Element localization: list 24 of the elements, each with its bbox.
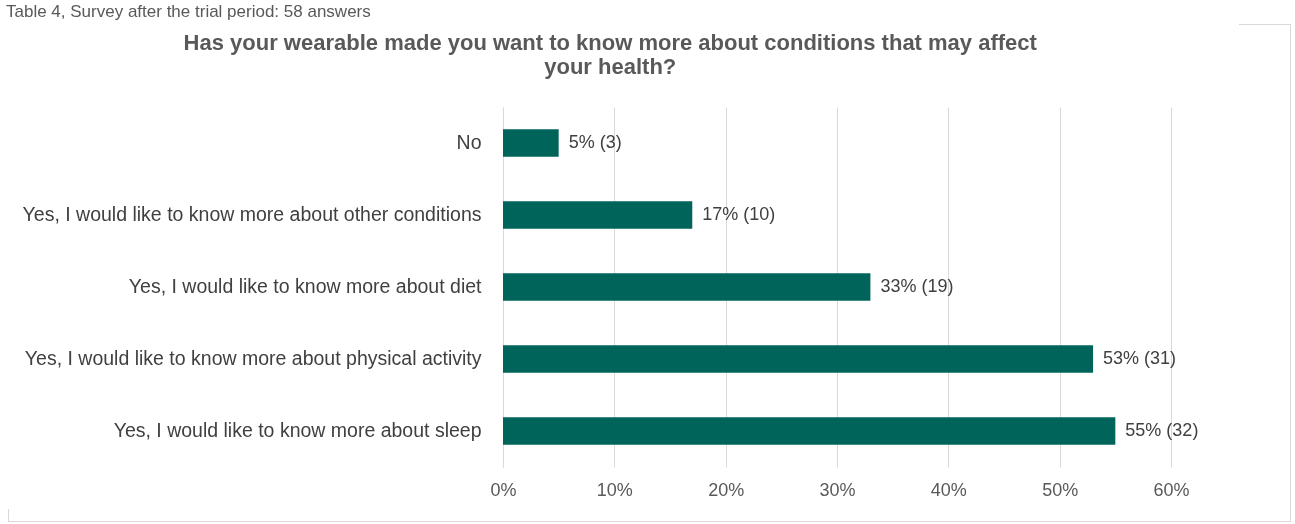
x-tick-label: 30%: [819, 479, 856, 500]
chart-title: Has your wearable made you want to know more about conditions that may affect your health?: [183, 30, 1038, 79]
data-label: 53% (31): [1103, 348, 1177, 368]
y-tick-label: No: [456, 131, 482, 153]
bar: [503, 201, 693, 229]
x-tick-label: 50%: [1042, 479, 1079, 500]
bar: [503, 129, 559, 157]
y-tick-label: Yes, I would like to know more about physical activity: [24, 347, 482, 369]
bar: [503, 345, 1094, 373]
x-tick-label: 20%: [708, 479, 745, 500]
data-label: 5% (3): [568, 132, 622, 152]
data-label: 55% (32): [1125, 420, 1199, 440]
x-tick-label: 10%: [596, 479, 633, 500]
y-tick-label: Yes, I would like to know more about sleep: [113, 419, 482, 441]
data-label: 17% (10): [702, 204, 776, 224]
caption: Table 4, Survey after the trial period: 58 answers: [5, 1, 372, 23]
x-tick-label: 60%: [1153, 479, 1190, 500]
bar: [503, 417, 1116, 445]
data-label: 33% (19): [880, 276, 954, 296]
bar: [503, 273, 871, 301]
x-tick-label: 0%: [490, 479, 517, 500]
y-tick-label: Yes, I would like to know more about diet: [128, 275, 483, 297]
x-tick-label: 40%: [930, 479, 967, 500]
y-tick-label: Yes, I would like to know more about other conditions: [22, 203, 482, 225]
